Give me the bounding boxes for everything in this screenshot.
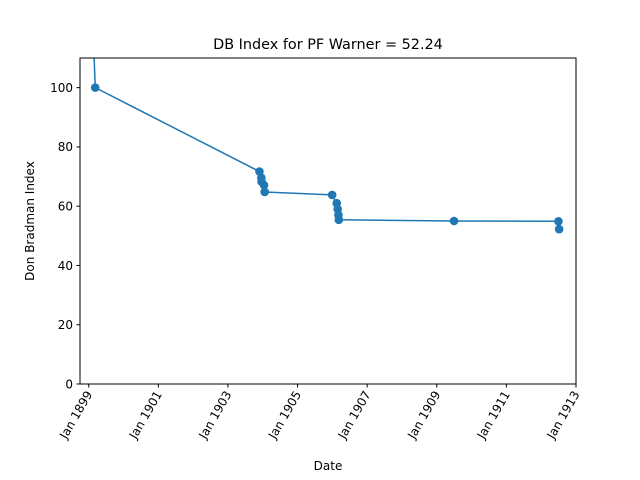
data-point <box>260 187 269 197</box>
y-tick-label: 40 <box>58 259 73 273</box>
y-tick-label: 60 <box>58 199 73 213</box>
axes-frame <box>79 57 577 385</box>
data-point <box>90 83 100 92</box>
data-point <box>327 190 337 200</box>
y-tick-label: 80 <box>58 140 73 154</box>
y-tick-label: 20 <box>58 318 73 332</box>
chart-title: DB Index for PF Warner = 52.24 <box>213 37 443 53</box>
x-axis-label: Date <box>314 459 343 473</box>
data-point <box>259 180 269 190</box>
data-point <box>449 216 459 226</box>
plot-area <box>90 58 564 234</box>
y-axis-label: Don Bradman Index <box>23 161 37 281</box>
y-tick-label: 100 <box>50 81 73 95</box>
data-point <box>554 216 563 226</box>
y-tick-label: 0 <box>65 377 73 391</box>
data-point <box>554 224 564 234</box>
data-point <box>334 215 344 225</box>
